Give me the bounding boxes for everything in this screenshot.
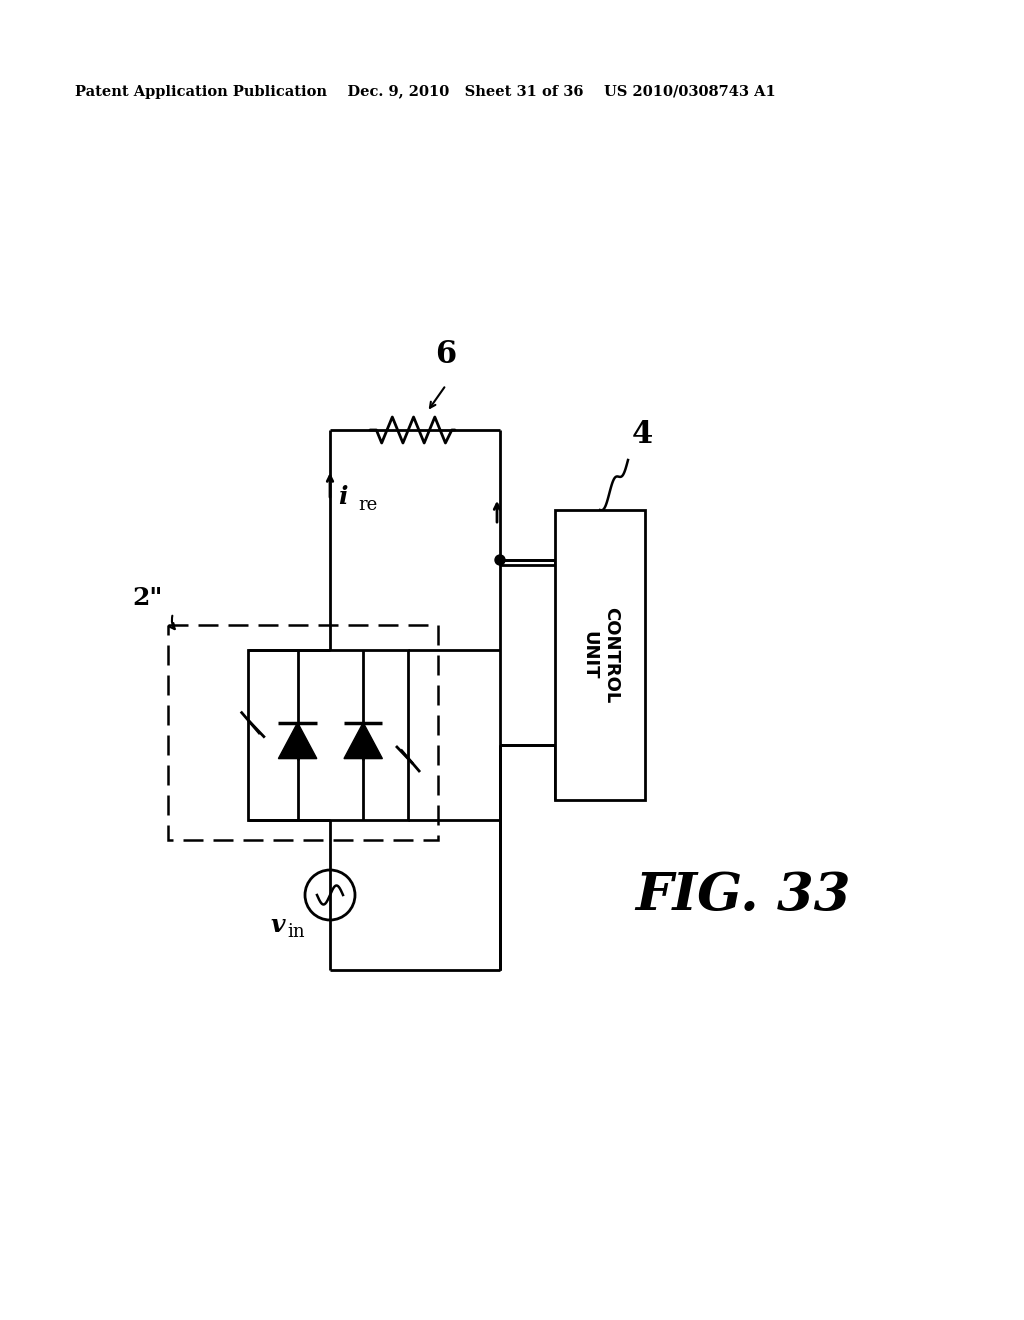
Text: 2": 2"	[133, 586, 163, 610]
Text: CONTROL
UNIT: CONTROL UNIT	[580, 607, 621, 704]
Text: FIG. 33: FIG. 33	[635, 870, 851, 921]
Bar	[555, 510, 645, 800]
Circle shape	[495, 554, 505, 565]
Polygon shape	[344, 722, 382, 759]
Text: v: v	[270, 913, 285, 937]
Text: 4: 4	[632, 418, 653, 450]
Text: re: re	[358, 496, 377, 513]
Text: Patent Application Publication    Dec. 9, 2010   Sheet 31 of 36    US 2010/03087: Patent Application Publication Dec. 9, 2…	[75, 84, 776, 99]
Text: i: i	[338, 484, 347, 510]
Text: in: in	[287, 923, 304, 941]
Text: 6: 6	[435, 339, 456, 370]
Bar	[248, 649, 408, 820]
Polygon shape	[279, 722, 316, 759]
